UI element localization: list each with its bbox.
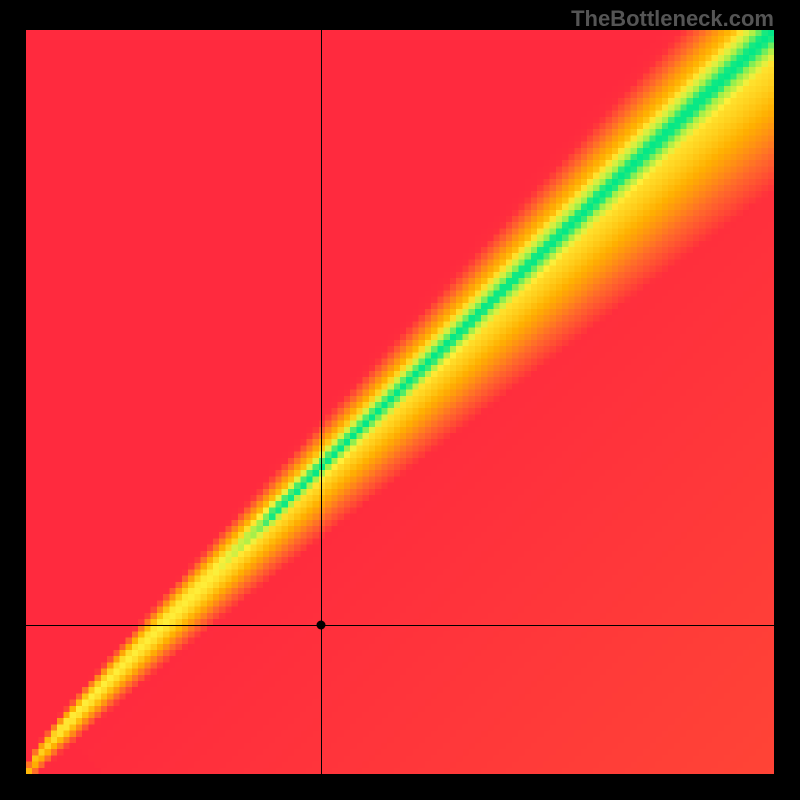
heatmap-canvas <box>26 30 774 774</box>
watermark-text: TheBottleneck.com <box>571 6 774 32</box>
crosshair-vertical-line <box>321 30 322 774</box>
crosshair-marker-dot <box>317 621 326 630</box>
heatmap-plot-area <box>26 30 774 774</box>
crosshair-horizontal-line <box>26 625 774 626</box>
